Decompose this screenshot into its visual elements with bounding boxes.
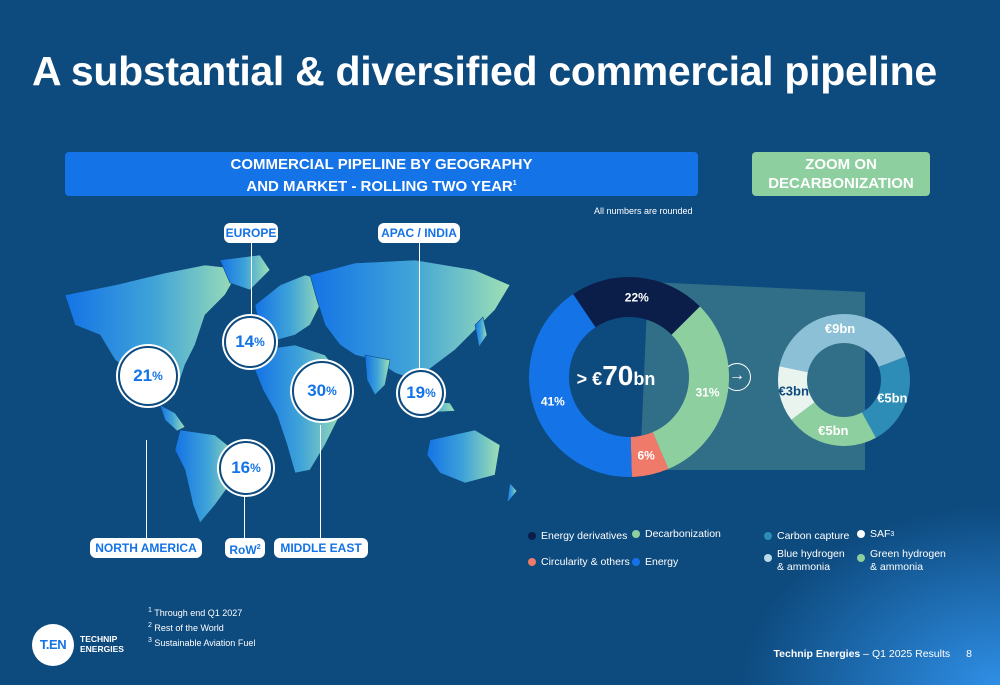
geography-banner-line2: AND MARKET - ROLLING TWO YEAR1 — [246, 178, 517, 195]
legend-item-blue-hydrogen: Blue hydrogen & ammonia — [764, 548, 845, 574]
market-slice-label-0: 22% — [625, 291, 649, 305]
market-slice-0 — [573, 277, 700, 335]
footnote-1: 1 Through end Q1 2027 — [148, 607, 243, 618]
decarbonization-slice-0 — [779, 314, 906, 373]
legend-dot — [764, 532, 772, 540]
decarbonization-slice-1 — [861, 356, 910, 438]
footnote-3: 3 Sustainable Aviation Fuel — [148, 637, 256, 648]
map-australia — [426, 429, 501, 484]
market-slice-label-1: 31% — [696, 385, 720, 399]
logo-wordmark-line1: TECHNIP — [80, 634, 118, 644]
map-asia — [309, 259, 511, 381]
middle-east-leader-line — [320, 425, 321, 538]
apac-leader-line — [419, 241, 420, 371]
legend-dot — [857, 530, 865, 538]
geography-banner-line1: COMMERCIAL PIPELINE BY GEOGRAPHY — [230, 156, 533, 173]
legend-item-energy: Energy — [632, 556, 678, 569]
legend-item-green-hydrogen: Green hydrogen & ammonia — [857, 548, 946, 574]
europe-share-bubble: 14% — [224, 316, 276, 368]
legend-dot — [528, 532, 536, 540]
decarbonization-slice-label-3: €3bn — [779, 384, 809, 399]
legend-dot — [632, 530, 640, 538]
decarbonization-slice-label-2: €5bn — [818, 423, 848, 438]
page-title: A substantial & diversified commercial p… — [32, 48, 937, 94]
decarbonization-legend: Carbon capture SAF 3 Blue hydrogen & ammon… — [764, 528, 964, 580]
row-label: RoW2 — [225, 538, 265, 558]
donut-center-total: > €70bn — [576, 360, 656, 391]
technip-energies-logo-icon: T.EN — [32, 624, 74, 666]
zoom-banner: ZOOM ON DECARBONIZATION — [752, 152, 930, 196]
decarbonization-donut: €9bn €5bn €5bn €3bn — [778, 314, 910, 446]
row-leader-line — [244, 495, 245, 538]
pipeline-market-donut: 22% 31% 6% 41% — [529, 277, 729, 477]
decarbonization-slice-label-0: €9bn — [825, 321, 855, 336]
map-north-america — [64, 264, 241, 406]
decarbonization-slice-3 — [778, 366, 815, 420]
apac-share-bubble: 19% — [398, 370, 444, 416]
zoom-banner-line2: DECARBONIZATION — [768, 175, 914, 192]
map-japan — [474, 316, 488, 348]
middle-east-label: MIDDLE EAST — [274, 538, 368, 558]
europe-label: EUROPE — [224, 223, 278, 243]
legend-dot — [764, 554, 772, 562]
market-slice-3 — [529, 294, 632, 477]
middle-east-share-bubble: 30% — [292, 361, 352, 421]
map-central-america — [159, 404, 186, 432]
legend-item-carbon-capture: Carbon capture — [764, 530, 849, 543]
market-legend: Energy derivatives Decarbonization Circu… — [528, 528, 758, 576]
market-slice-1 — [652, 306, 729, 469]
north-america-label: NORTH AMERICA — [90, 538, 202, 558]
logo-wordmark: TECHNIP ENERGIES — [80, 634, 124, 654]
map-india — [364, 354, 391, 396]
market-slice-2 — [630, 432, 669, 477]
legend-dot — [857, 554, 865, 562]
page-number: 8 — [966, 648, 972, 660]
europe-leader-line — [251, 241, 252, 317]
map-greenland — [219, 255, 271, 291]
legend-item-circularity: Circularity & others — [528, 556, 630, 569]
market-slice-label-2: 6% — [638, 448, 656, 462]
map-new-zealand — [506, 482, 518, 505]
north-america-leader-line — [146, 440, 147, 538]
footnotes: 1 Through end Q1 2027 2 Rest of the Worl… — [148, 607, 255, 648]
zoom-banner-line1: ZOOM ON — [805, 156, 877, 173]
decarbonization-slice-2 — [791, 402, 876, 446]
world-map — [64, 255, 518, 524]
legend-dot — [528, 558, 536, 566]
apac-label: APAC / INDIA — [378, 223, 460, 243]
rounded-note: All numbers are rounded — [594, 206, 693, 216]
market-slice-label-3: 41% — [541, 395, 565, 409]
legend-item-saf: SAF 3 — [857, 528, 894, 541]
decarbonization-slice-label-1: €5bn — [877, 390, 907, 405]
row-share-bubble: 16% — [219, 441, 273, 495]
geography-banner: COMMERCIAL PIPELINE BY GEOGRAPHY AND MAR… — [65, 152, 698, 196]
footnote-2: 2 Rest of the World — [148, 622, 224, 633]
legend-item-energy-derivatives: Energy derivatives — [528, 530, 627, 543]
logo-wordmark-line2: ENERGIES — [80, 644, 124, 654]
legend-item-decarbonization: Decarbonization — [632, 528, 721, 541]
legend-dot — [632, 558, 640, 566]
north-america-share-bubble: 21% — [118, 346, 178, 406]
page-footer: Technip Energies – Q1 2025 Results 8 — [773, 648, 973, 660]
